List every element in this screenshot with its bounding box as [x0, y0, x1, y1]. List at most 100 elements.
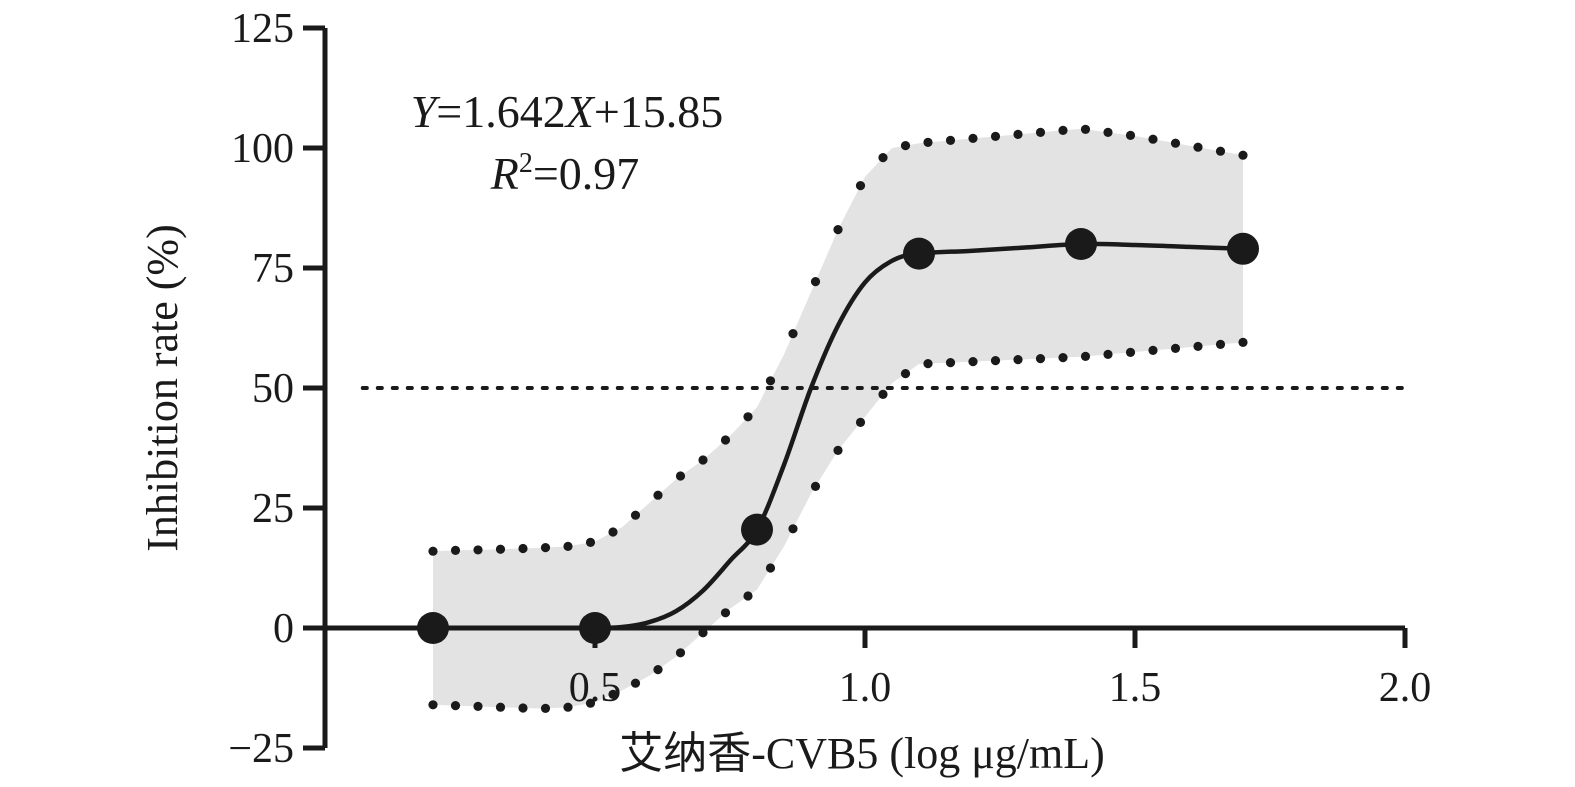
- ci-upper-dot: [900, 141, 911, 151]
- ci-upper-dot: [720, 435, 731, 445]
- ci-upper-dot: [450, 545, 461, 556]
- y-tick-label: 0: [273, 606, 294, 652]
- ci-lower-dot: [518, 703, 528, 713]
- ci-upper-dot: [878, 153, 888, 163]
- ci-lower-dot: [1035, 354, 1046, 364]
- equation-y-var: Y: [411, 86, 441, 137]
- ci-upper-dot: [855, 181, 866, 191]
- ci-lower-dot: [450, 701, 461, 711]
- y-tick-label: 100: [231, 126, 294, 172]
- ci-lower-dot: [1215, 339, 1226, 349]
- confidence-band: [428, 124, 1248, 714]
- y-tick-label: −25: [228, 726, 294, 772]
- ci-lower-dot: [855, 417, 866, 427]
- ci-upper-dot: [473, 545, 483, 555]
- ci-lower-dot: [968, 357, 978, 367]
- ci-lower-dot: [743, 591, 753, 601]
- data-point: [903, 237, 935, 270]
- ci-lower-dot: [675, 648, 686, 658]
- data-point: [579, 612, 611, 644]
- ci-upper-dot: [608, 527, 618, 537]
- data-points: [417, 228, 1259, 644]
- ci-upper-dot: [585, 537, 596, 548]
- ci-upper-dot: [1080, 124, 1091, 134]
- ci-lower-dot: [630, 678, 641, 688]
- ci-upper-dot: [540, 543, 551, 553]
- ci-upper-dot: [1238, 150, 1248, 160]
- ci-upper-dot: [923, 137, 933, 147]
- fit-curve-line: [430, 241, 1246, 631]
- ci-upper-dot: [990, 131, 1001, 141]
- ci-lower-dot: [720, 608, 731, 618]
- r-squared-value: =0.97: [533, 148, 639, 199]
- tick-labels: −25 0 25 50 75 100 125 0.5 1.0 1.5 2.0: [228, 6, 1431, 772]
- ci-lower-dot: [878, 389, 888, 399]
- r-squared-letter: R: [490, 148, 519, 199]
- x-axis-title: 艾纳香-CVB5 (log μg/mL): [619, 729, 1105, 778]
- ci-lower-dot: [1193, 341, 1203, 351]
- equation-annotation: Y=1.642X+15.85: [411, 86, 724, 137]
- ci-lower-dot: [900, 369, 911, 379]
- ci-lower-dot: [765, 563, 776, 573]
- ci-upper-dot: [1215, 146, 1226, 156]
- ci-upper-dot: [1013, 129, 1023, 139]
- ci-lower-dot: [788, 524, 798, 534]
- ci-lower-dot: [990, 356, 1001, 366]
- ci-lower-dot: [945, 358, 956, 368]
- y-axis-title: Inhibition rate (%): [138, 224, 187, 551]
- ci-upper-dot: [1125, 130, 1136, 140]
- data-point: [741, 513, 773, 546]
- ci-upper-dot: [765, 376, 776, 386]
- data-point: [1227, 232, 1259, 265]
- equation-intercept: +15.85: [594, 86, 723, 137]
- r-squared-annotation: R2=0.97: [490, 148, 640, 199]
- ci-lower-dot: [608, 689, 618, 700]
- ci-upper-dot: [1170, 138, 1181, 148]
- x-tick-label: 2.0: [1379, 665, 1432, 711]
- ci-upper-dot: [1103, 127, 1113, 137]
- data-point: [1065, 228, 1097, 260]
- ci-upper-dot: [495, 544, 506, 554]
- ci-upper-dot: [630, 510, 641, 520]
- ci-lower-dot: [1103, 349, 1113, 359]
- ci-upper-dot: [675, 471, 686, 481]
- ci-lower-dot: [495, 702, 506, 712]
- ci-lower-dot: [1238, 337, 1248, 347]
- ci-upper-dot: [1148, 134, 1158, 144]
- ci-lower-dot: [563, 702, 573, 712]
- ci-lower-dot: [1080, 351, 1091, 361]
- y-tick-label: 25: [252, 486, 294, 532]
- ci-lower-dot: [653, 665, 663, 675]
- x-tick-label: 0.5: [569, 665, 622, 711]
- ci-upper-dot: [563, 541, 573, 552]
- confidence-band-area: [433, 128, 1243, 709]
- ci-upper-dot: [428, 546, 438, 556]
- x-tick-label: 1.5: [1109, 665, 1162, 711]
- ci-lower-dot: [1170, 343, 1181, 353]
- ci-upper-dot: [945, 135, 956, 145]
- ci-lower-dot: [923, 359, 933, 369]
- ci-upper-dot: [518, 543, 528, 554]
- equation-x-var: X: [564, 86, 596, 137]
- ci-lower-dot: [1058, 353, 1068, 363]
- data-point: [417, 612, 449, 644]
- ci-lower-dot: [585, 698, 596, 708]
- ci-lower-dot: [473, 701, 483, 712]
- ci-upper-dot: [1035, 127, 1046, 137]
- y-tick-label: 125: [231, 6, 294, 52]
- ci-upper-dot: [743, 412, 753, 422]
- ci-upper-dot: [968, 133, 978, 143]
- ci-upper-dot: [810, 277, 821, 287]
- ci-upper-dot: [1193, 142, 1203, 152]
- ci-lower-dot: [810, 481, 821, 491]
- ci-lower-dot: [1013, 355, 1023, 365]
- ci-lower-dot: [833, 445, 843, 455]
- ci-lower-dot: [540, 703, 551, 714]
- r-squared-exponent: 2: [519, 148, 533, 179]
- ci-lower-dot: [1125, 347, 1136, 357]
- y-tick-label: 75: [252, 246, 294, 292]
- ci-upper-dot: [653, 490, 663, 500]
- ci-upper-dot: [788, 329, 798, 339]
- ci-upper-dot: [833, 225, 843, 235]
